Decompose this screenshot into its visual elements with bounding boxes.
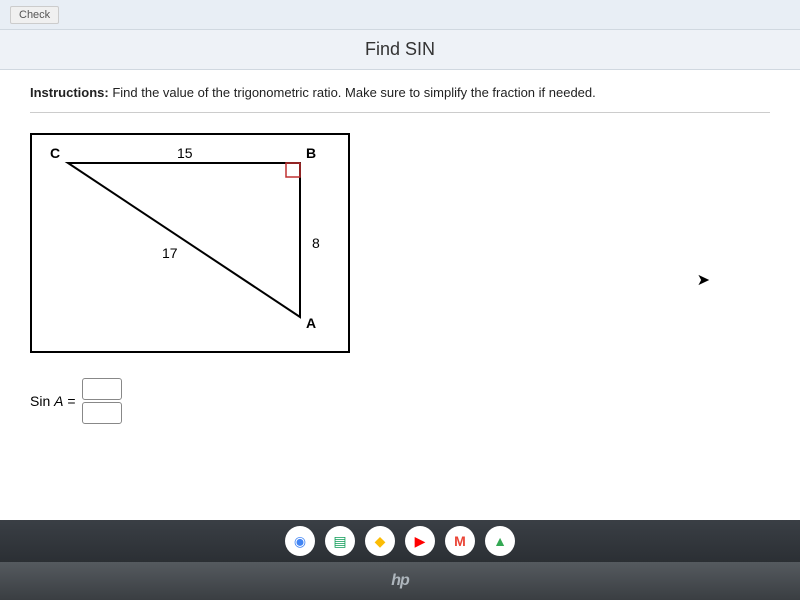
instructions-text: Find the value of the trigonometric rati… bbox=[109, 85, 596, 100]
numerator-input[interactable] bbox=[82, 378, 122, 400]
sin-prefix: Sin bbox=[30, 393, 54, 409]
check-button[interactable]: Check bbox=[10, 6, 59, 24]
instructions-label: Instructions: bbox=[30, 85, 109, 100]
instructions: Instructions: Find the value of the trig… bbox=[30, 85, 770, 113]
youtube-icon[interactable]: ▶ bbox=[405, 526, 435, 556]
content-area: Instructions: Find the value of the trig… bbox=[0, 70, 800, 439]
fraction-input bbox=[82, 378, 122, 424]
brand-label: hp bbox=[391, 572, 409, 590]
edge-ba-label: 8 bbox=[312, 235, 320, 251]
docs-icon[interactable]: ▤ bbox=[325, 526, 355, 556]
triangle-figure: C B A 15 8 17 bbox=[30, 133, 350, 353]
edge-ca-label: 17 bbox=[162, 245, 178, 261]
title-bar: Find SIN bbox=[0, 30, 800, 70]
vertex-b-label: B bbox=[306, 145, 316, 161]
denominator-input[interactable] bbox=[82, 402, 122, 424]
taskbar: ◉ ▤ ◆ ▶ M ▲ bbox=[0, 520, 800, 562]
vertex-c-label: C bbox=[50, 145, 60, 161]
gmail-icon[interactable]: M bbox=[445, 526, 475, 556]
drive-icon[interactable]: ◆ bbox=[365, 526, 395, 556]
cursor-icon: ➤ bbox=[697, 270, 710, 290]
sin-equals: = bbox=[63, 393, 75, 409]
top-bar: Check bbox=[0, 0, 800, 30]
edge-cb-label: 15 bbox=[177, 145, 193, 161]
chrome-icon[interactable]: ◉ bbox=[285, 526, 315, 556]
laptop-base: hp bbox=[0, 562, 800, 600]
page-title: Find SIN bbox=[365, 39, 435, 60]
triangle-svg bbox=[32, 135, 352, 355]
sin-label: Sin A = bbox=[30, 393, 76, 409]
vertex-a-label: A bbox=[306, 315, 316, 331]
play-icon[interactable]: ▲ bbox=[485, 526, 515, 556]
answer-row: Sin A = bbox=[30, 378, 770, 424]
